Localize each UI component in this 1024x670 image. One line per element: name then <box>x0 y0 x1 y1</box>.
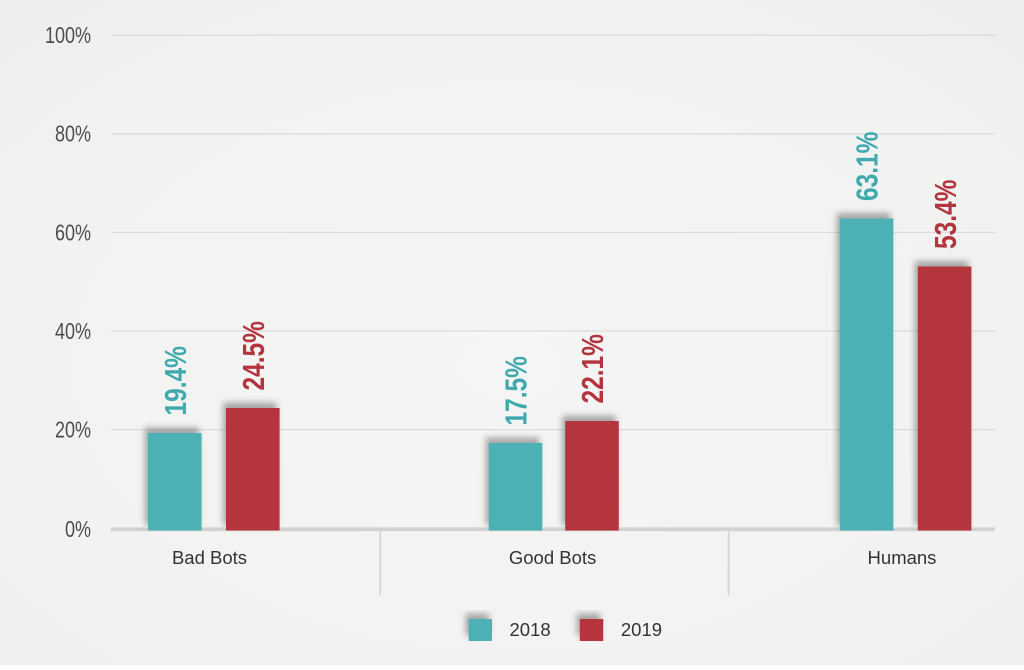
svg-text:63.1%: 63.1% <box>850 132 884 201</box>
svg-text:100%: 100% <box>45 23 91 48</box>
svg-text:24.5%: 24.5% <box>236 321 270 390</box>
svg-text:Bad Bots: Bad Bots <box>172 547 247 568</box>
svg-text:53.4%: 53.4% <box>928 180 962 249</box>
svg-text:20%: 20% <box>55 418 91 443</box>
svg-text:2018: 2018 <box>510 619 551 640</box>
svg-text:19.4%: 19.4% <box>158 346 192 415</box>
svg-text:Good Bots: Good Bots <box>509 547 596 568</box>
svg-text:17.5%: 17.5% <box>499 356 533 425</box>
svg-text:22.1%: 22.1% <box>576 334 610 403</box>
svg-text:Humans: Humans <box>868 547 937 568</box>
svg-text:2019: 2019 <box>621 619 662 640</box>
svg-text:60%: 60% <box>55 220 91 245</box>
svg-text:0%: 0% <box>65 517 91 542</box>
svg-text:40%: 40% <box>55 319 91 344</box>
svg-text:80%: 80% <box>55 122 91 147</box>
